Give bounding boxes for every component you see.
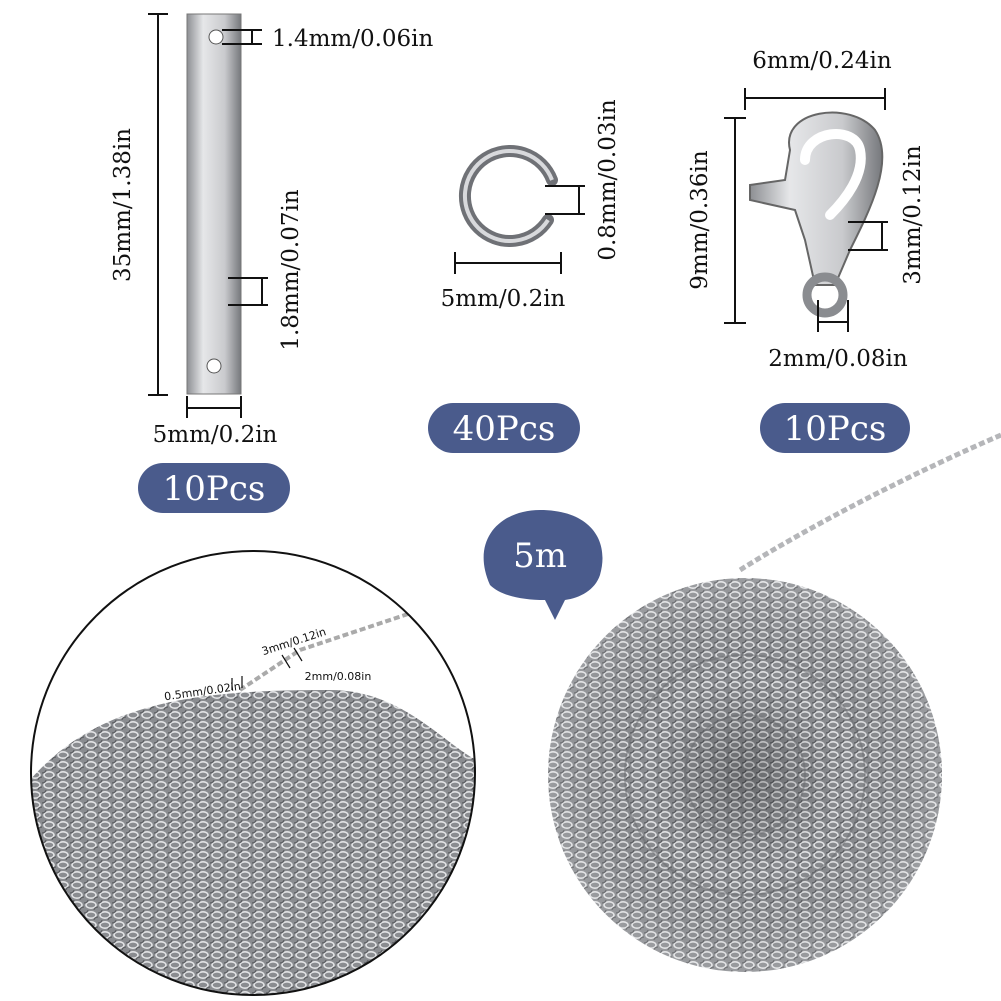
quantity-badge — [138, 463, 290, 513]
quantity-label: 10Pcs — [784, 409, 887, 449]
quantity-label: 10Pcs — [163, 469, 266, 509]
dimension-label: 3mm/0.12in — [900, 145, 926, 285]
bar — [186, 13, 242, 395]
length-label: 5m — [513, 536, 567, 576]
clasp-item: 6mm/0.24in 9mm/0.36in 3mm/0.12in 2mm/0.0… — [687, 48, 926, 453]
clasp — [749, 111, 884, 286]
length-bubble — [483, 510, 603, 620]
dimension-label: 2mm/0.08in — [305, 670, 372, 683]
quantity-label: 40Pcs — [453, 409, 556, 449]
dimension-label: 35mm/1.38in — [110, 128, 136, 282]
quantity-badge — [428, 403, 580, 453]
dimension-label: 9mm/0.36in — [687, 150, 713, 290]
dimension-label: 6mm/0.24in — [752, 48, 892, 74]
chain-detail: 0.5mm/0.02in 3mm/0.12in 2mm/0.08in — [30, 550, 476, 996]
bar-item: 35mm/1.38in 1.4mm/0.06in 1.8mm/0.07in 5m… — [110, 13, 434, 513]
dimension-label: 5mm/0.2in — [441, 286, 566, 312]
dimension-label: 2mm/0.08in — [768, 346, 908, 372]
dimension-label: 5mm/0.2in — [153, 422, 278, 448]
dimension-label: 1.8mm/0.07in — [278, 189, 304, 351]
dimension-label: 1.4mm/0.06in — [272, 26, 434, 52]
dimension-label: 0.8mm/0.03in — [595, 99, 621, 261]
quantity-badge — [760, 403, 910, 453]
jump-ring-item: 0.8mm/0.03in 5mm/0.2in 40Pcs — [428, 99, 621, 453]
chain-spool: 5m — [483, 432, 1001, 972]
